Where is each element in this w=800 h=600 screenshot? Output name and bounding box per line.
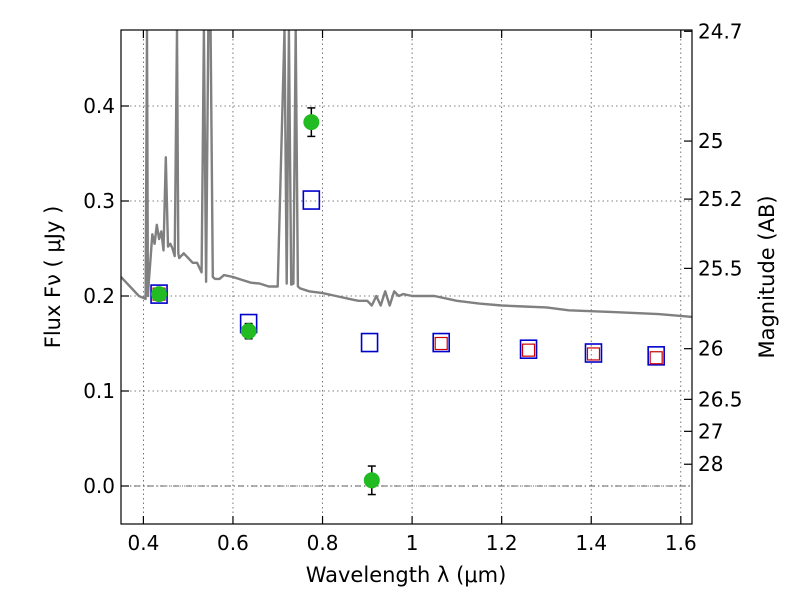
model-photometry-square bbox=[302, 190, 321, 210]
model-photometry-square bbox=[360, 332, 379, 353]
right-tick-label: 25 bbox=[698, 129, 723, 153]
observed-flux-point bbox=[151, 286, 168, 303]
x-tick-label: 0.4 bbox=[127, 531, 159, 555]
right-tick-label: 26 bbox=[698, 337, 723, 361]
x-tick-label: 0.8 bbox=[307, 531, 339, 555]
alt-model-square bbox=[521, 343, 536, 357]
observed-flux-point bbox=[303, 114, 320, 131]
alt-model-square bbox=[586, 347, 601, 361]
alt-model-square bbox=[434, 336, 448, 351]
right-tick-label: 24.7 bbox=[698, 19, 743, 43]
y-tick-label: 0.1 bbox=[83, 379, 115, 403]
model-photometry-square bbox=[432, 332, 451, 353]
y-tick-label: 0.3 bbox=[83, 189, 115, 213]
axis-ticks: 0.4 0.6 0.8 1 1.2 1.4 1.6 0.0 0.1 0.2 0.3 0.4 24.7 25… bbox=[83, 19, 742, 555]
x-tick-label: 1.4 bbox=[575, 531, 607, 555]
x-tick-label: 1.2 bbox=[486, 531, 518, 555]
y-tick-label: 0.4 bbox=[83, 94, 115, 118]
plot-series bbox=[121, 30, 692, 496]
x-axis-label: Wavelength λ (μm) bbox=[306, 563, 507, 587]
right-y-axis-label: Magnitude (AB) bbox=[755, 195, 779, 358]
right-tick-label: 27 bbox=[698, 419, 723, 443]
right-tick-label: 26.5 bbox=[698, 387, 743, 411]
right-tick-label: 25.2 bbox=[698, 187, 743, 211]
grid bbox=[121, 30, 692, 524]
y-tick-label: 0.0 bbox=[83, 474, 115, 498]
y-tick-label: 0.2 bbox=[83, 284, 115, 308]
observed-flux-point bbox=[363, 472, 380, 489]
plot-frame bbox=[120, 29, 693, 525]
y-axis-label: Flux Fν ( μJy ) bbox=[41, 206, 65, 349]
x-tick-label: 1 bbox=[406, 531, 419, 555]
model-photometry-square bbox=[647, 346, 665, 366]
observed-flux-point bbox=[240, 323, 257, 340]
x-tick-label: 0.6 bbox=[217, 531, 249, 555]
x-tick-label: 1.6 bbox=[665, 531, 697, 555]
model-sed-line bbox=[121, 30, 692, 319]
model-photometry-square bbox=[519, 339, 538, 360]
right-tick-label: 25.5 bbox=[698, 256, 743, 280]
right-tick-label: 28 bbox=[698, 452, 723, 476]
model-photometry-square bbox=[584, 343, 603, 363]
alt-model-square bbox=[649, 351, 663, 365]
